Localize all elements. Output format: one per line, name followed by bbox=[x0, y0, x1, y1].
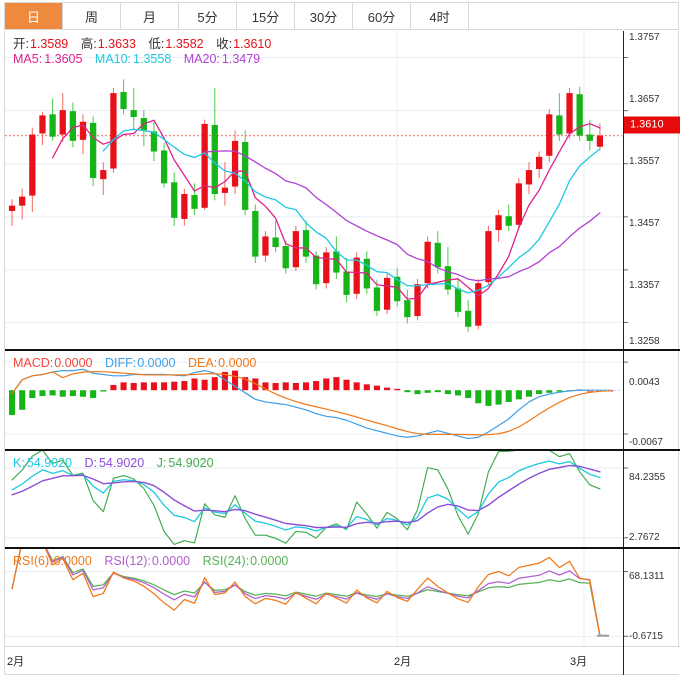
rsi-panel[interactable]: 68.1311 -0.6715 RSI(6):0.0000 RSI(12):0.… bbox=[5, 549, 680, 647]
price-axis-label-5: 1.3258 bbox=[629, 336, 660, 347]
tab-week[interactable]: 周 bbox=[63, 3, 121, 29]
separator-macd-kdj bbox=[5, 449, 680, 451]
kdj-axis-label-0: 84.2355 bbox=[629, 472, 666, 483]
current-price-badge: 1.3610 bbox=[624, 116, 680, 134]
separator-price-macd bbox=[5, 349, 680, 351]
x-axis-label-2: 3月 bbox=[570, 656, 588, 668]
price-axis-ticks bbox=[624, 57, 628, 323]
kdj-axis-ticks bbox=[624, 467, 628, 539]
kdj-panel[interactable]: 84.2355 2.7672 K: 54.9020 D: 54.9020 J: 54.… bbox=[5, 451, 680, 547]
x-axis-label-0: 2月 bbox=[7, 656, 25, 668]
rsi-axis-ticks bbox=[624, 570, 628, 637]
macd-plot[interactable] bbox=[5, 351, 622, 449]
macd-svg bbox=[5, 351, 622, 449]
x-axis-right-cell bbox=[623, 646, 680, 675]
price-axis-label-0: 1.3757 bbox=[629, 32, 660, 43]
x-axis-label-1: 2月 bbox=[394, 656, 412, 668]
price-axis-label-1: 1.3657 bbox=[629, 94, 660, 105]
tab-4hour[interactable]: 4时 bbox=[411, 3, 469, 29]
price-axis-label-2: 1.3557 bbox=[629, 156, 660, 167]
macd-axis-label-1: -0.0067 bbox=[629, 437, 663, 448]
price-axis-label-3: 1.3457 bbox=[629, 218, 660, 229]
rsi-axis-label-0: 68.1311 bbox=[629, 571, 665, 582]
timeframe-tabbar: 日 周 月 5分 15分 30分 60分 4时 bbox=[4, 2, 679, 30]
tab-month[interactable]: 月 bbox=[121, 3, 179, 29]
macd-axis-label-0: 0.0043 bbox=[629, 377, 660, 388]
x-axis: 2月 2月 3月 bbox=[5, 646, 680, 675]
tab-15min[interactable]: 15分 bbox=[237, 3, 295, 29]
macd-axis-ticks bbox=[624, 361, 628, 435]
price-plot[interactable] bbox=[5, 31, 622, 349]
tab-5min[interactable]: 5分 bbox=[179, 3, 237, 29]
rsi-axis: 68.1311 -0.6715 bbox=[623, 549, 680, 647]
rsi-axis-label-1: -0.6715 bbox=[629, 631, 663, 642]
tab-60min[interactable]: 60分 bbox=[353, 3, 411, 29]
tabbar-filler bbox=[469, 3, 678, 29]
kdj-svg bbox=[5, 451, 622, 547]
kdj-axis: 84.2355 2.7672 bbox=[623, 451, 680, 547]
macd-panel[interactable]: 0.0043 -0.0067 MACD:0.0000 DIFF:0.0000 D… bbox=[5, 351, 680, 449]
chart-container[interactable]: 1.3757 1.3657 1.3557 1.3457 1.3357 1.325… bbox=[4, 31, 680, 675]
price-axis: 1.3757 1.3657 1.3557 1.3457 1.3357 1.325… bbox=[623, 31, 680, 349]
rsi-svg bbox=[5, 549, 622, 647]
price-panel[interactable]: 1.3757 1.3657 1.3557 1.3457 1.3357 1.325… bbox=[5, 31, 680, 349]
kdj-plot[interactable] bbox=[5, 451, 622, 547]
kdj-axis-label-1: 2.7672 bbox=[629, 532, 660, 543]
price-candlestick-svg bbox=[5, 31, 622, 349]
separator-kdj-rsi bbox=[5, 547, 680, 549]
macd-axis: 0.0043 -0.0067 bbox=[623, 351, 680, 449]
tab-30min[interactable]: 30分 bbox=[295, 3, 353, 29]
rsi-plot[interactable] bbox=[5, 549, 622, 647]
price-axis-label-4: 1.3357 bbox=[629, 280, 660, 291]
tab-day[interactable]: 日 bbox=[5, 3, 63, 29]
